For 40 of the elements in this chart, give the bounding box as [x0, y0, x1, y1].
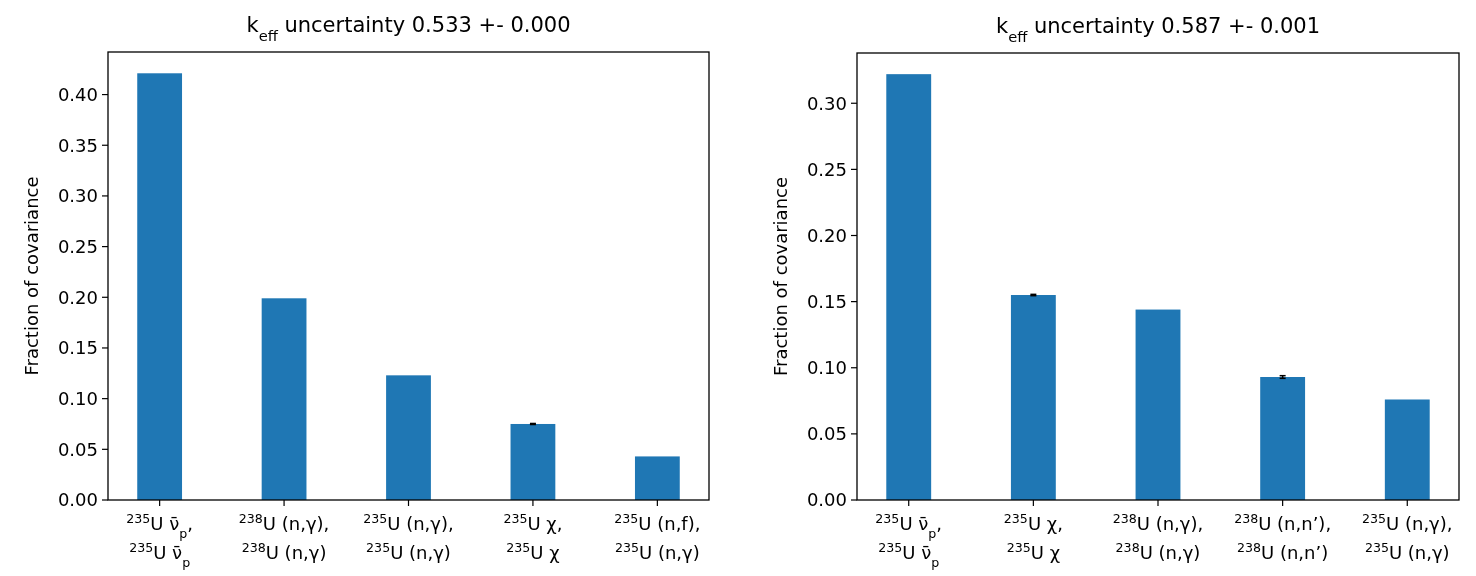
bar — [510, 423, 556, 500]
chart-title: k$_{eff}$ uncertainty 0.533 +- 0.000 — [246, 13, 571, 44]
x-tick-label: $^{238}$U (n,n’), $^{238}$U (n,n’) — [1234, 510, 1332, 563]
y-tick-label: 0.10 — [57, 387, 98, 409]
y-tick-label: 0.00 — [806, 489, 847, 511]
y-tick-label: 0.40 — [57, 83, 98, 105]
x-tick-label: $^{235}$U (n,f), $^{235}$U (n,γ) — [614, 510, 701, 563]
bar — [1010, 295, 1056, 500]
bar — [261, 298, 307, 500]
y-tick-label: 0.20 — [57, 286, 98, 308]
bar — [137, 73, 183, 500]
y-tick-label: 0.25 — [57, 235, 98, 257]
chart-title: k$_{eff}$ uncertainty 0.587 +- 0.001 — [995, 14, 1321, 45]
category-label: $^{235}$U ν̄$_{p}$, $^{235}$U ν̄$_{p}$ — [875, 510, 943, 570]
bar — [1260, 377, 1306, 500]
y-tick-label: 0.35 — [57, 134, 98, 156]
bar — [386, 375, 431, 500]
x-tick-label: $^{238}$U (n,γ), $^{238}$U (n,γ) — [1112, 510, 1204, 563]
x-tick-label: $^{235}$U χ, $^{235}$U χ — [503, 510, 563, 563]
y-tick-label: 0.05 — [57, 438, 98, 460]
y-tick-label: 0.30 — [57, 185, 98, 207]
y-tick-label: 0.25 — [806, 158, 847, 180]
bar — [886, 74, 932, 500]
category-label: $^{235}$U ν̄$_{p}$, $^{235}$U ν̄$_{p}$ — [126, 510, 194, 570]
y-tick-label: 0.05 — [806, 423, 847, 445]
y-tick-label: 0.30 — [806, 92, 847, 114]
y-tick-label: 0.15 — [806, 290, 847, 312]
x-tick-label: $^{235}$U (n,γ), $^{235}$U (n,γ) — [363, 510, 454, 563]
y-tick-label: 0.00 — [57, 489, 98, 511]
y-tick-label: 0.15 — [57, 337, 98, 359]
bar — [1384, 399, 1430, 500]
bar — [634, 456, 680, 500]
bar — [1135, 309, 1181, 500]
y-tick-label: 0.20 — [806, 224, 847, 246]
y-tick-label: 0.10 — [806, 357, 847, 379]
y-axis-title: Fraction of covariance — [770, 176, 791, 377]
x-tick-label: $^{235}$U χ, $^{235}$U χ — [1003, 510, 1063, 563]
x-tick-label: $^{235}$U (n,γ), $^{235}$U (n,γ) — [1362, 510, 1453, 563]
x-tick-label: $^{238}$U (n,γ), $^{238}$U (n,γ) — [238, 510, 330, 563]
y-axis-title: Fraction of covariance — [21, 176, 42, 376]
